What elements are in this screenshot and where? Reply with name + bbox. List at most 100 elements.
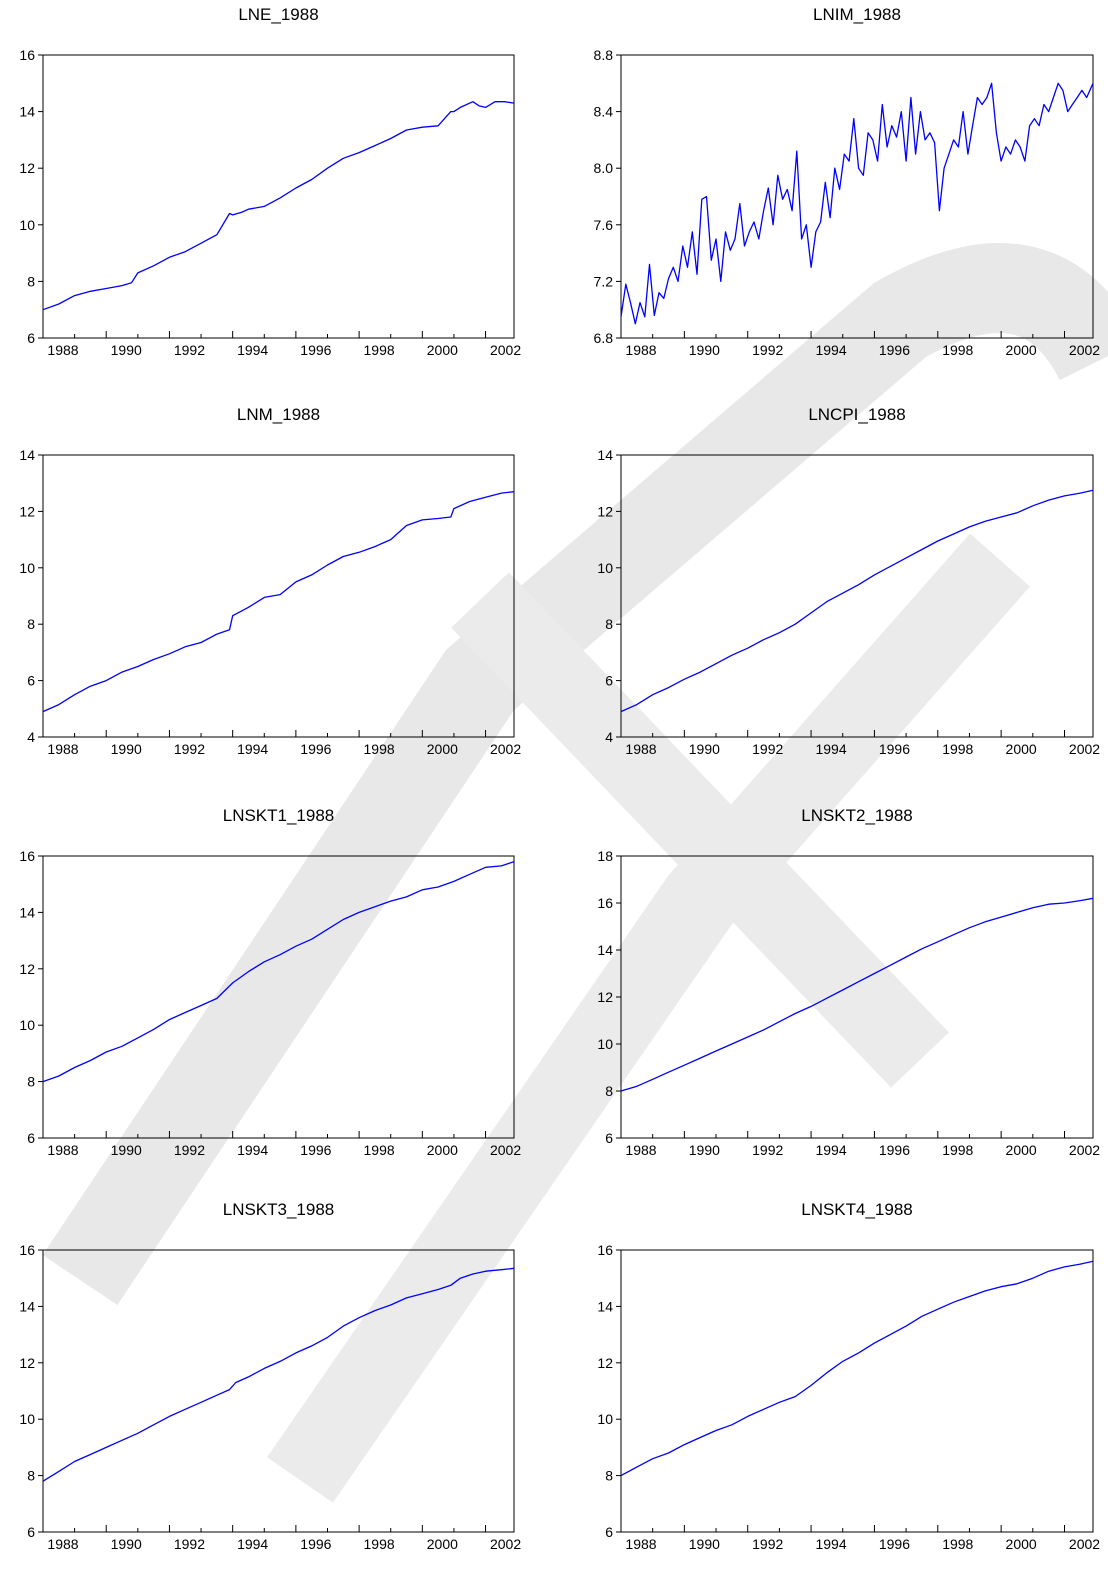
y-tick-label: 12 [19, 1355, 35, 1371]
y-tick-label: 12 [597, 989, 613, 1005]
x-tick-label: 1996 [300, 1142, 331, 1158]
y-tick-label: 12 [597, 1355, 613, 1371]
watermark-arc [42, 243, 1108, 1305]
x-tick-label: 1988 [625, 741, 656, 757]
x-tick-label: 1996 [300, 1536, 331, 1552]
watermark-stroke-2 [451, 572, 949, 1088]
chart-7: LNSKT3_1988 6 8 10 12 14 16 1988 1990 1992 1994 199… [19, 1200, 521, 1552]
x-tick-label: 1992 [752, 342, 783, 358]
y-tick-label: 12 [19, 503, 35, 519]
x-tick-label: 1996 [879, 1142, 910, 1158]
series-line [620, 897, 1094, 1092]
y-tick-label: 4 [27, 729, 35, 745]
y-tick-label: 10 [19, 1017, 35, 1033]
series-line [620, 1260, 1094, 1477]
y-tick-label: 8 [27, 273, 35, 289]
x-tick-label: 1994 [815, 741, 846, 757]
plot-frame [620, 1249, 1094, 1533]
y-tick-label: 6 [605, 673, 613, 689]
x-tick-label: 2002 [1069, 342, 1100, 358]
x-tick-label: 2000 [1006, 741, 1037, 757]
x-tick-label: 1998 [364, 1142, 395, 1158]
chart-title: LNSKT4_1988 [801, 1200, 913, 1219]
x-tick-label: 2000 [1006, 342, 1037, 358]
x-tick-label: 1998 [364, 741, 395, 757]
x-tick-label: 2000 [427, 342, 458, 358]
x-tick-label: 1996 [879, 741, 910, 757]
x-tick-label: 1994 [815, 1142, 846, 1158]
plot-frame [42, 454, 515, 738]
chart-title: LNIM_1988 [813, 5, 901, 24]
y-tick-label: 18 [597, 848, 613, 864]
y-tick-label: 12 [19, 961, 35, 977]
y-tick-label: 16 [19, 1242, 35, 1258]
x-tick-label: 1996 [879, 342, 910, 358]
chart-title: LNSKT3_1988 [223, 1200, 335, 1219]
series-line [42, 860, 515, 1083]
x-tick-label: 1996 [879, 1536, 910, 1552]
x-tick-label: 1994 [237, 1142, 268, 1158]
x-tick-label: 2000 [1006, 1536, 1037, 1552]
series-line [42, 491, 515, 713]
x-tick-label: 1990 [111, 741, 142, 757]
y-tick-label: 6.8 [594, 330, 614, 346]
x-tick-label: 2002 [490, 741, 521, 757]
plot-frame [42, 1249, 515, 1533]
x-tick-label: 1998 [942, 741, 973, 757]
chart-2: LNIM_1988 6.8 7.2 7.6 8.0 8.4 8.8 1988 1990 1992 1… [594, 5, 1101, 358]
x-tick-label: 2002 [1069, 1536, 1100, 1552]
y-tick-label: 12 [19, 160, 35, 176]
x-tick-label: 1998 [942, 342, 973, 358]
y-tick-label: 14 [19, 104, 35, 120]
y-tick-label: 10 [597, 560, 613, 576]
chart-4: LNCPI_1988 4 6 8 10 12 14 1988 1990 1992 1994 1996 1… [597, 405, 1100, 757]
x-tick-label: 2002 [490, 1536, 521, 1552]
charts-layer: LNE_1988 6 8 10 12 14 16 1988 1990 1992 1994 1996 19… [19, 5, 1100, 1552]
x-tick-label: 2002 [1069, 741, 1100, 757]
x-tick-label: 1990 [689, 1536, 720, 1552]
series-line [620, 489, 1094, 713]
watermark [42, 243, 1108, 1503]
x-tick-label: 1992 [752, 1536, 783, 1552]
x-tick-label: 2002 [1069, 1142, 1100, 1158]
y-tick-label: 16 [19, 848, 35, 864]
plot-frame [620, 454, 1094, 738]
x-tick-label: 2000 [427, 1536, 458, 1552]
x-tick-label: 1988 [625, 1142, 656, 1158]
x-tick-label: 1996 [300, 741, 331, 757]
chart-title: LNSKT1_1988 [223, 806, 335, 825]
x-tick-label: 1994 [237, 342, 268, 358]
y-tick-label: 6 [605, 1130, 613, 1146]
y-tick-label: 8 [605, 1083, 613, 1099]
chart-6: LNSKT2_1988 6 8 10 12 14 16 18 1988 1990 1992 1994 1… [597, 806, 1100, 1158]
watermark-stroke [267, 533, 1030, 1503]
series-line [42, 1267, 515, 1482]
y-tick-label: 4 [605, 729, 613, 745]
chart-1: LNE_1988 6 8 10 12 14 16 1988 1990 1992 1994 1996 19… [19, 5, 521, 358]
y-tick-label: 8.8 [594, 47, 614, 63]
y-tick-label: 16 [597, 1242, 613, 1258]
x-tick-label: 1998 [942, 1536, 973, 1552]
x-tick-label: 1996 [300, 342, 331, 358]
x-tick-label: 1988 [625, 1536, 656, 1552]
plot-frame [42, 855, 515, 1139]
y-tick-label: 16 [19, 47, 35, 63]
y-tick-label: 12 [597, 503, 613, 519]
x-tick-label: 1992 [174, 741, 205, 757]
chart-title: LNM_1988 [237, 405, 320, 424]
y-tick-label: 10 [19, 560, 35, 576]
plot-frame [620, 54, 1094, 339]
y-tick-label: 14 [19, 447, 35, 463]
x-tick-label: 1998 [364, 1536, 395, 1552]
x-tick-label: 1990 [689, 741, 720, 757]
x-tick-label: 1998 [942, 1142, 973, 1158]
chart-title: LNSKT2_1988 [801, 806, 913, 825]
y-tick-label: 10 [597, 1036, 613, 1052]
x-tick-label: 2000 [1006, 1142, 1037, 1158]
x-tick-label: 1988 [625, 342, 656, 358]
y-tick-label: 8 [605, 1468, 613, 1484]
x-tick-label: 1990 [111, 1536, 142, 1552]
y-tick-label: 8 [27, 1468, 35, 1484]
chart-8: LNSKT4_1988 6 8 10 12 14 16 1988 1990 1992 1994 199… [597, 1200, 1100, 1552]
x-tick-label: 1990 [689, 342, 720, 358]
